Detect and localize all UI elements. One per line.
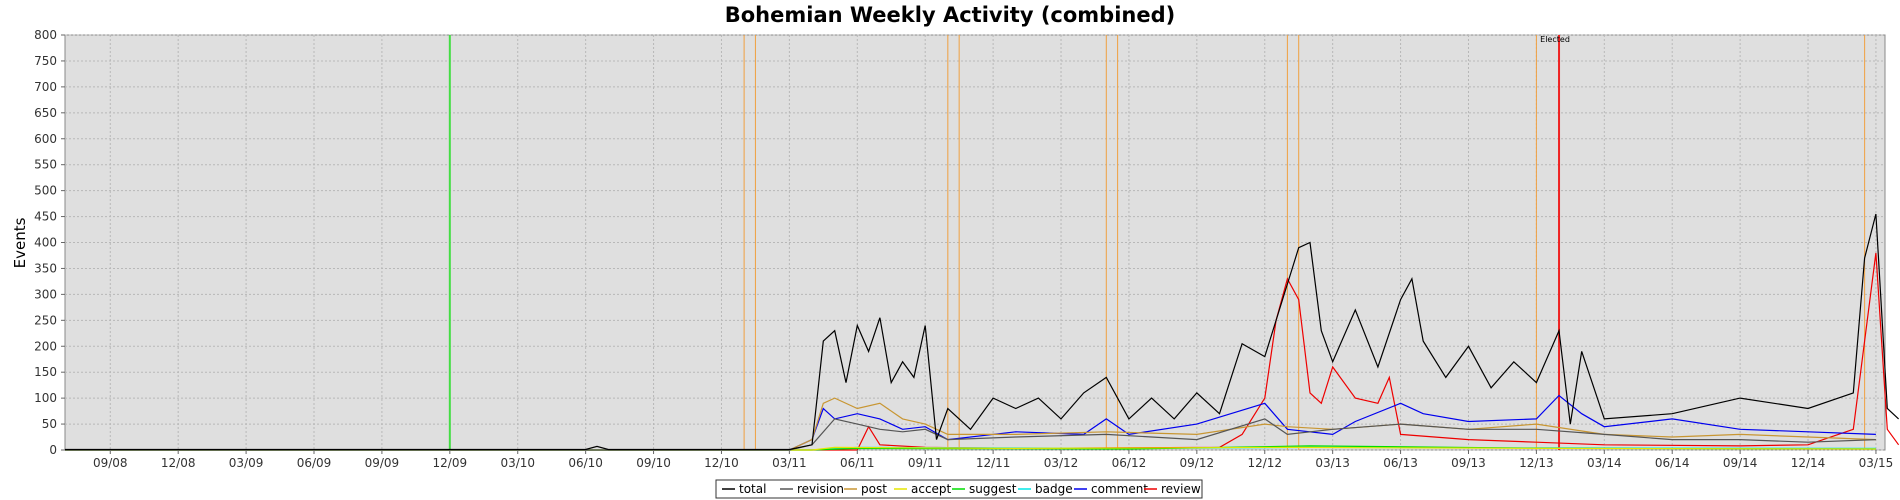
- x-tick-label: 12/11: [976, 456, 1011, 470]
- y-tick-label: 150: [34, 365, 57, 379]
- y-tick-label: 400: [34, 236, 57, 250]
- legend-label-suggest: suggest: [969, 482, 1017, 496]
- x-tick-label: 03/14: [1587, 456, 1622, 470]
- x-tick-label: 06/14: [1655, 456, 1690, 470]
- y-tick-label: 100: [34, 391, 57, 405]
- y-tick-label: 550: [34, 158, 57, 172]
- x-tick-label: 12/09: [433, 456, 468, 470]
- y-tick-label: 500: [34, 184, 57, 198]
- x-tick-label: 03/10: [500, 456, 535, 470]
- legend: total revision post accept suggest badge comme…: [715, 479, 1203, 499]
- x-tick-label: 03/15: [1859, 456, 1894, 470]
- legend-label-badge: badge: [1035, 482, 1073, 496]
- legend-label-comment: comment: [1091, 482, 1148, 496]
- x-tick-label: 12/13: [1519, 456, 1554, 470]
- x-tick-label: 09/13: [1451, 456, 1486, 470]
- event-markers: Elected: [448, 35, 1866, 450]
- y-tick-label: 650: [34, 106, 57, 120]
- legend-label-post: post: [861, 482, 887, 496]
- y-tick-label: 800: [34, 28, 57, 42]
- legend-label-total: total: [739, 482, 766, 496]
- y-tick-label: 250: [34, 313, 57, 327]
- legend-label-revision: revision: [797, 482, 844, 496]
- series-line-total: [65, 213, 1900, 451]
- legend-label-review: review: [1161, 482, 1201, 496]
- x-tick-label: 03/13: [1315, 456, 1350, 470]
- y-tick-label: 700: [34, 80, 57, 94]
- x-tick-label: 06/11: [840, 456, 875, 470]
- x-tick-label: 12/14: [1791, 456, 1826, 470]
- y-tick-label: 450: [34, 210, 57, 224]
- y-tick-label: 0: [49, 443, 57, 457]
- x-tick-label: 09/10: [636, 456, 671, 470]
- x-tick-label: 09/12: [1180, 456, 1215, 470]
- x-tick-label: 06/13: [1383, 456, 1418, 470]
- y-axis-label: Events: [11, 217, 29, 268]
- x-tick-label: 06/09: [297, 456, 332, 470]
- chart-title: Bohemian Weekly Activity (combined): [725, 3, 1175, 27]
- x-tick-label: 09/09: [365, 456, 400, 470]
- x-tick-label: 03/09: [229, 456, 264, 470]
- series-line-accept: [65, 446, 1876, 451]
- x-tick-label: 12/08: [161, 456, 196, 470]
- elected-marker-label: Elected: [1540, 35, 1570, 44]
- x-tick-label: 12/12: [1247, 456, 1282, 470]
- legend-label-accept: accept: [911, 482, 952, 496]
- x-tick-label: 09/11: [908, 456, 943, 470]
- y-tick-label: 600: [34, 132, 57, 146]
- x-tick-label: 03/11: [772, 456, 807, 470]
- x-tick-label: 12/10: [704, 456, 739, 470]
- x-tick-label: 03/12: [1044, 456, 1079, 470]
- y-tick-label: 300: [34, 287, 57, 301]
- series-line-revision: [65, 418, 1876, 451]
- x-tick-label: 06/10: [568, 456, 603, 470]
- y-tick-label: 200: [34, 339, 57, 353]
- y-tick-label: 750: [34, 54, 57, 68]
- x-tick-label: 06/12: [1112, 456, 1147, 470]
- x-axis: 09/08 12/08 03/09 06/09 09/09 12/09 03/10 06/10…: [93, 450, 1893, 470]
- x-tick-label: 09/08: [93, 456, 128, 470]
- series-line-comment: [65, 394, 1876, 451]
- y-axis: 0 50 100 150 200 250 300 350 400 450 500 550 600 650 7…: [34, 28, 65, 457]
- series-lines: [65, 213, 1900, 451]
- y-tick-label: 50: [42, 417, 57, 431]
- x-tick-label: 09/14: [1723, 456, 1758, 470]
- y-tick-label: 350: [34, 261, 57, 275]
